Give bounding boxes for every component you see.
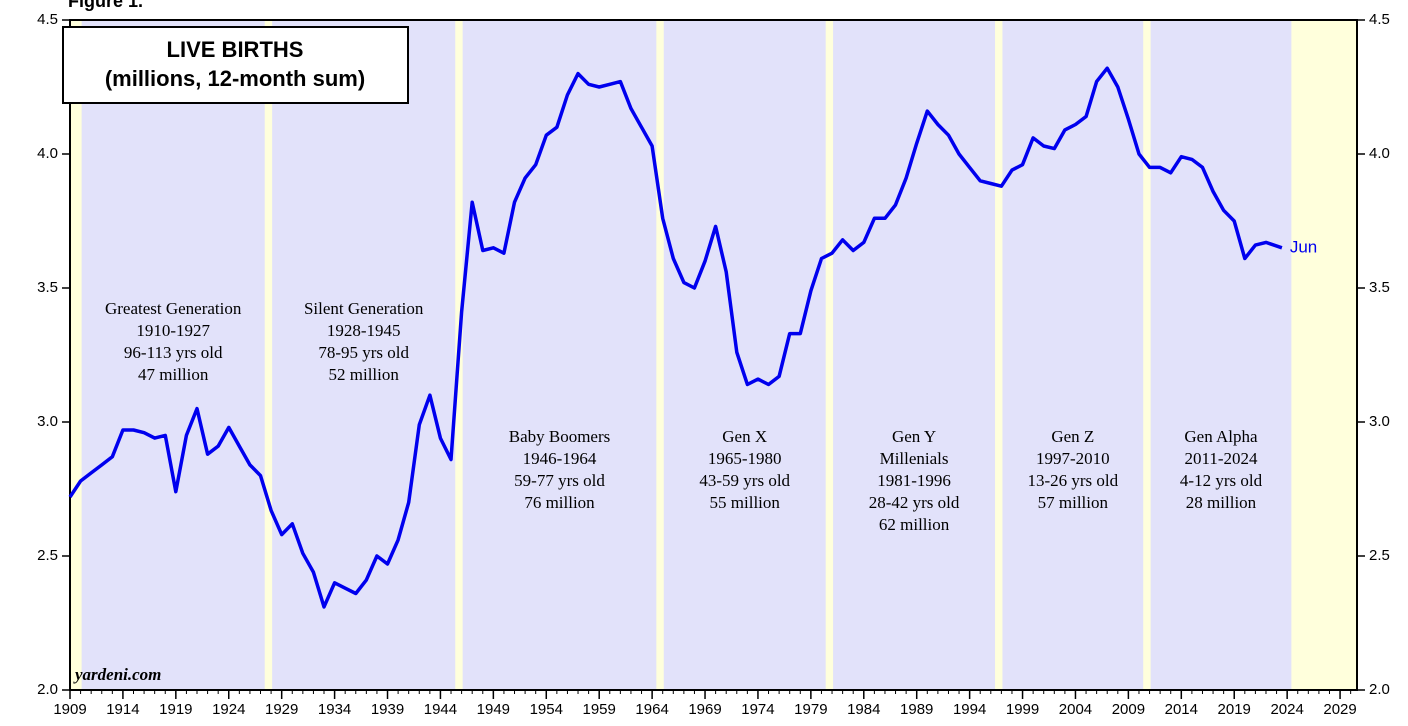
generation-name: Gen Alpha — [1184, 427, 1258, 446]
y-tick-label: 3.5 — [37, 279, 58, 296]
y-tick-label: 4.0 — [37, 145, 58, 162]
generation-age: 43-59 yrs old — [699, 471, 790, 490]
y-tick-label: 2.5 — [37, 547, 58, 564]
x-tick-label: 1944 — [424, 701, 457, 718]
y2-tick-label: 4.0 — [1369, 145, 1390, 162]
generation-count: 47 million — [138, 365, 209, 384]
x-tick-label: 1929 — [265, 701, 298, 718]
x-tick-label: 2009 — [1112, 701, 1145, 718]
generation-name: Silent Generation — [304, 299, 424, 318]
generation-name: Gen Z — [1051, 427, 1094, 446]
x-tick-label: 1979 — [794, 701, 827, 718]
generation-name: Gen Y — [892, 427, 936, 446]
generation-years: 1910-1927 — [136, 321, 210, 340]
y2-tick-label: 3.5 — [1369, 279, 1390, 296]
generation-age: 78-95 yrs old — [318, 343, 409, 362]
generation-band — [663, 20, 826, 690]
generation-name: Baby Boomers — [509, 427, 611, 446]
generation-count: 52 million — [329, 365, 400, 384]
generation-alias: Millenials — [880, 449, 949, 468]
generation-band — [81, 20, 265, 690]
y2-tick-label: 4.5 — [1369, 11, 1390, 28]
x-tick-label: 1949 — [477, 701, 510, 718]
generation-name: Greatest Generation — [105, 299, 242, 318]
x-tick-label: 1954 — [530, 701, 563, 718]
generation-years: 1965-1980 — [708, 449, 782, 468]
x-tick-label: 2019 — [1218, 701, 1251, 718]
generation-years: 1946-1964 — [523, 449, 597, 468]
x-tick-label: 1909 — [53, 701, 86, 718]
x-tick-label: 2004 — [1059, 701, 1092, 718]
generation-band — [462, 20, 657, 690]
generation-band — [833, 20, 996, 690]
y2-tick-label: 2.5 — [1369, 547, 1390, 564]
x-tick-label: 1914 — [106, 701, 139, 718]
figure-label: Figure 1. — [68, 0, 143, 11]
generation-count: 28 million — [1186, 493, 1257, 512]
chart-subtitle: (millions, 12-month sum) — [105, 66, 365, 91]
generation-years: 1997-2010 — [1036, 449, 1110, 468]
x-tick-label: 1959 — [583, 701, 616, 718]
generation-years: 1928-1945 — [327, 321, 401, 340]
x-tick-label: 1939 — [371, 701, 404, 718]
generation-age: 59-77 yrs old — [514, 471, 605, 490]
generation-age: 4-12 yrs old — [1180, 471, 1263, 490]
y2-tick-label: 2.0 — [1369, 681, 1390, 698]
x-tick-label: 1919 — [159, 701, 192, 718]
x-tick-label: 1934 — [318, 701, 351, 718]
generation-band — [1002, 20, 1144, 690]
generation-band — [1150, 20, 1292, 690]
x-tick-label: 1994 — [953, 701, 986, 718]
y-tick-label: 4.5 — [37, 11, 58, 28]
end-label: Jun — [1290, 237, 1317, 256]
x-tick-label: 1924 — [212, 701, 245, 718]
title-box — [62, 26, 409, 104]
x-tick-label: 2029 — [1323, 701, 1356, 718]
source: yardeni.com — [73, 665, 161, 684]
y-tick-label: 3.0 — [37, 413, 58, 430]
generation-band — [272, 20, 456, 690]
plot-frame — [69, 19, 1358, 691]
x-tick-label: 1969 — [688, 701, 721, 718]
x-tick-label: 1964 — [635, 701, 668, 718]
generation-age: 96-113 yrs old — [124, 343, 223, 362]
y-tick-label: 2.0 — [37, 681, 58, 698]
generation-age: 13-26 yrs old — [1027, 471, 1118, 490]
generation-count: 62 million — [879, 515, 950, 534]
generation-count: 57 million — [1038, 493, 1109, 512]
chart-title: LIVE BIRTHS — [167, 37, 304, 62]
x-tick-label: 1989 — [900, 701, 933, 718]
x-tick-label: 1974 — [741, 701, 774, 718]
x-tick-label: 2024 — [1270, 701, 1303, 718]
x-tick-label: 1984 — [847, 701, 880, 718]
generation-years: 1981-1996 — [877, 471, 951, 490]
y2-tick-label: 3.0 — [1369, 413, 1390, 430]
generation-count: 55 million — [710, 493, 781, 512]
x-tick-label: 1999 — [1006, 701, 1039, 718]
generation-name: Gen X — [722, 427, 767, 446]
x-tick-label: 2014 — [1165, 701, 1198, 718]
generation-years: 2011-2024 — [1184, 449, 1258, 468]
generation-age: 28-42 yrs old — [869, 493, 960, 512]
generation-count: 76 million — [524, 493, 595, 512]
birth-line — [68, 66, 1283, 609]
